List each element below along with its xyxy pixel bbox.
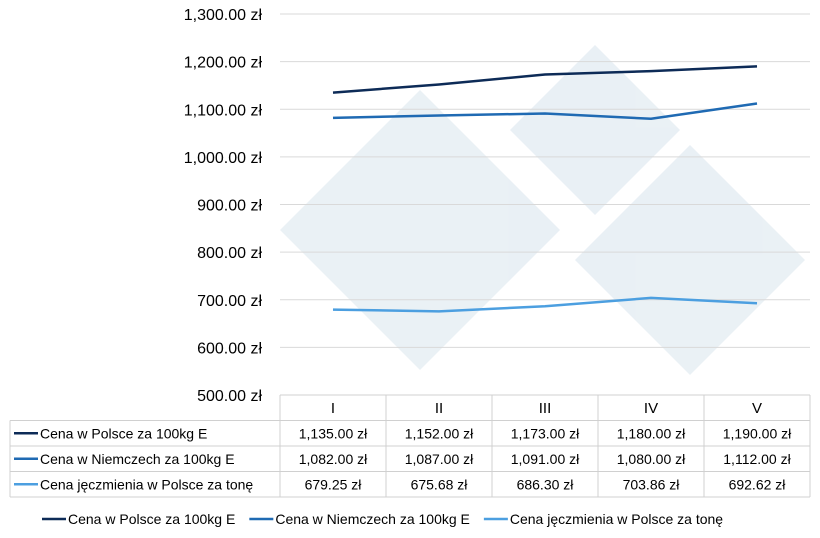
- y-tick-label: 600.00 zł: [197, 340, 262, 357]
- table-value: 1,190.00 zł: [723, 426, 792, 442]
- watermark-logo: [280, 45, 805, 375]
- table-value: 686.30 zł: [517, 477, 575, 493]
- y-tick-label: 900.00 zł: [197, 198, 262, 215]
- series-line-1: [332, 65, 758, 94]
- table-value: 1,087.00 zł: [405, 451, 474, 467]
- table-value: 1,080.00 zł: [617, 451, 686, 467]
- x-category-label: V: [752, 400, 762, 417]
- y-tick-label: 700.00 zł: [197, 293, 262, 310]
- table-value: 1,180.00 zł: [617, 426, 686, 442]
- table-value: 1,173.00 zł: [511, 426, 580, 442]
- x-category-label: I: [331, 400, 335, 417]
- table-value: 703.86 zł: [623, 477, 681, 493]
- table-value: 675.68 zł: [411, 477, 469, 493]
- y-tick-label: 800.00 zł: [197, 245, 262, 262]
- x-category-label: II: [435, 400, 443, 417]
- table-value: 1,091.00 zł: [511, 451, 580, 467]
- legend-label: Cena w Niemczech za 100kg E: [275, 511, 470, 527]
- x-category-label: IV: [644, 400, 658, 417]
- table-series-name: Cena w Niemczech za 100kg E: [40, 451, 235, 467]
- table-value: 1,135.00 zł: [299, 426, 368, 442]
- legend-label: Cena jęczmienia w Polsce za tonę: [510, 511, 723, 527]
- y-tick-label: 1,000.00 zł: [184, 150, 263, 167]
- y-tick-label: 1,200.00 zł: [184, 55, 263, 72]
- table-value: 1,082.00 zł: [299, 451, 368, 467]
- table-series-name: Cena w Polsce za 100kg E: [40, 426, 207, 442]
- table-value: 692.62 zł: [729, 477, 787, 493]
- legend-label: Cena w Polsce za 100kg E: [68, 511, 235, 527]
- y-tick-label: 1,100.00 zł: [184, 102, 263, 119]
- x-category-label: III: [539, 400, 552, 417]
- table-series-name: Cena jęczmienia w Polsce za tonę: [40, 477, 253, 493]
- table-value: 679.25 zł: [305, 477, 363, 493]
- table-value: 1,112.00 zł: [723, 451, 791, 467]
- y-tick-label: 1,300.00 zł: [184, 7, 263, 24]
- table-value: 1,152.00 zł: [405, 426, 474, 442]
- y-tick-label: 500.00 zł: [197, 388, 262, 405]
